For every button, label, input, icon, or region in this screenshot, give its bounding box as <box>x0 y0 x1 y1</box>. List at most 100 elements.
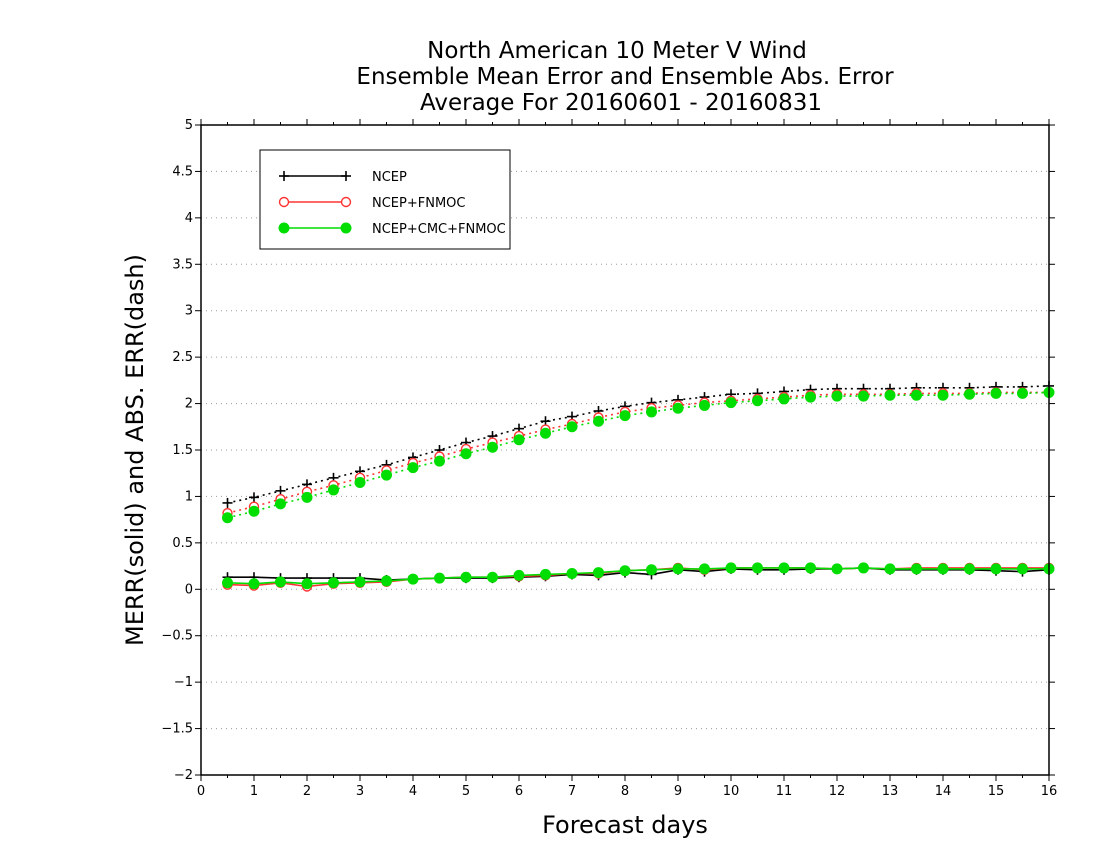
series-ncep-cmc-fnmoc-abs-err-point <box>964 388 975 400</box>
series-ncep-cmc-fnmoc-abs-err-point <box>328 484 339 496</box>
y-tick-label: −1.5 <box>161 722 193 737</box>
x-tick-label: 4 <box>409 784 417 799</box>
series-layer <box>222 380 1055 592</box>
x-tick-label: 9 <box>674 784 682 799</box>
y-tick-label: 0.5 <box>172 536 193 551</box>
y-tick-label: 5 <box>185 118 193 133</box>
x-tick-label: 8 <box>621 784 629 799</box>
series-ncep-cmc-fnmoc-abs-err-point <box>301 491 313 503</box>
series-ncep-cmc-fnmoc-merr-point <box>328 577 339 589</box>
series-ncep-cmc-fnmoc-merr-point <box>752 562 763 574</box>
chart-title-line-2: Ensemble Mean Error and Ensemble Abs. Er… <box>356 64 894 90</box>
y-tick-label: 4.5 <box>172 164 193 179</box>
y-tick-label: −0.5 <box>161 629 193 644</box>
series-ncep-cmc-fnmoc-merr-point <box>646 564 657 576</box>
series-ncep-abs-err-point <box>222 497 233 508</box>
series-ncep-cmc-fnmoc-merr-point <box>354 576 366 588</box>
series-ncep-cmc-fnmoc-merr-point <box>990 563 1002 575</box>
series-ncep-cmc-fnmoc-abs-err-point <box>407 462 419 474</box>
series-ncep-cmc-fnmoc-abs-err-point <box>725 397 737 409</box>
series-ncep-cmc-fnmoc-merr-point <box>222 577 233 589</box>
x-tick-label: 6 <box>515 784 523 799</box>
legend-label: NCEP+FNMOC <box>372 196 465 211</box>
series-ncep-cmc-fnmoc-merr-point <box>1017 563 1028 575</box>
legend-box <box>259 149 511 250</box>
legend-marker <box>340 222 352 234</box>
x-tick-label: 11 <box>776 784 793 799</box>
y-tick-label: 0 <box>185 582 193 597</box>
series-ncep-cmc-fnmoc-abs-err-point <box>990 387 1002 399</box>
x-tick-label: 14 <box>935 784 952 799</box>
series-ncep-cmc-fnmoc-abs-err-point <box>354 477 366 488</box>
y-tick-label: 3.5 <box>172 257 193 272</box>
chart-title-line-3: Average For 20160601 - 20160831 <box>420 90 822 116</box>
series-ncep-cmc-fnmoc-merr-point <box>301 578 313 590</box>
series-ncep-cmc-fnmoc-abs-err-point <box>434 455 445 467</box>
x-tick-label: 0 <box>197 784 205 799</box>
series-ncep-fnmoc-abs-err-line <box>227 391 1049 514</box>
x-tick-label: 13 <box>882 784 899 799</box>
y-tick-label: 2.5 <box>172 350 193 365</box>
y-tick-label: 1 <box>185 489 193 504</box>
legend-item-ncep: NCEP <box>279 170 407 185</box>
series-ncep-cmc-fnmoc-abs-err-point <box>566 421 578 433</box>
series-ncep-cmc-fnmoc-abs-err-point <box>1017 387 1028 399</box>
series-ncep-cmc-fnmoc-merr-point <box>593 567 604 579</box>
series-ncep-cmc-fnmoc-merr-point <box>248 578 260 590</box>
legend: NCEP NCEP+FNMOC NCEP+CMC+FNMOC <box>259 149 511 250</box>
y-tick-label: 2 <box>185 397 193 412</box>
series-ncep-cmc-fnmoc-merr-point <box>964 563 975 575</box>
series-ncep-cmc-fnmoc-abs-err-point <box>513 434 525 446</box>
series-ncep-cmc-fnmoc-abs-err-point <box>593 415 604 427</box>
series-ncep-cmc-fnmoc-abs-err-point <box>619 410 631 422</box>
x-tick-label: 12 <box>829 784 846 799</box>
series-ncep-cmc-fnmoc-abs-err-point <box>222 512 233 524</box>
series-ncep-cmc-fnmoc-merr-point <box>460 571 472 583</box>
series-ncep-cmc-fnmoc-abs-err-point <box>248 505 260 517</box>
y-tick-label: 3 <box>185 304 193 319</box>
series-ncep-cmc-fnmoc-merr-point <box>275 576 286 588</box>
y-tick-label: 4 <box>185 211 193 226</box>
x-tick-label: 16 <box>1041 784 1058 799</box>
series-ncep-cmc-fnmoc-merr-point <box>911 563 922 575</box>
series-ncep-cmc-fnmoc-abs-err-point <box>884 389 896 401</box>
series-ncep-cmc-fnmoc-merr-point <box>540 568 551 580</box>
series-ncep-cmc-fnmoc-merr-point <box>778 562 790 574</box>
x-tick-label: 15 <box>988 784 1005 799</box>
gridlines <box>201 170 1049 730</box>
legend-marker <box>340 196 352 208</box>
series-ncep-cmc-fnmoc-merr-point <box>831 563 843 575</box>
series-ncep-cmc-fnmoc-abs-err-point <box>937 389 949 401</box>
series-ncep-cmc-fnmoc-abs-err-point <box>699 399 710 411</box>
y-tick-label: −1 <box>174 675 193 690</box>
series-ncep-cmc-fnmoc-merr-point <box>434 572 445 584</box>
y-tick-label: −2 <box>174 768 193 783</box>
chart-title-line-1: North American 10 Meter V Wind <box>427 38 807 64</box>
legend-item-ncep-fnmoc: NCEP+FNMOC <box>278 196 465 211</box>
series-ncep-cmc-fnmoc-merr-point <box>884 563 896 575</box>
series-ncep-cmc-fnmoc-merr-point <box>858 562 869 574</box>
series-ncep-cmc-fnmoc-abs-err-point <box>460 448 472 460</box>
series-ncep-cmc-fnmoc-abs-err-point <box>275 498 286 510</box>
series-ncep-cmc-fnmoc-abs-err-point <box>381 469 392 481</box>
x-tick-label: 2 <box>303 784 311 799</box>
series-ncep-cmc-fnmoc-abs-err-point <box>911 389 922 401</box>
legend-marker <box>341 171 351 181</box>
x-tick-label: 1 <box>250 784 258 799</box>
axis-ticks: −2−1.5−1−0.500.511.522.533.544.550 1 2 3 4 5 6… <box>161 118 1057 799</box>
legend-label: NCEP+CMC+FNMOC <box>372 222 506 237</box>
x-tick-label: 10 <box>723 784 740 799</box>
series-ncep-cmc-fnmoc-abs-err-point <box>646 406 657 418</box>
series-ncep-abs-err-point <box>249 492 259 503</box>
series-ncep-cmc-fnmoc-merr-point <box>937 563 949 575</box>
series-ncep-cmc-fnmoc-abs-err-point <box>831 390 843 402</box>
series-ncep-cmc-fnmoc-abs-err-point <box>778 393 790 405</box>
series-ncep-cmc-fnmoc-merr-point <box>699 563 710 575</box>
x-axis-title: Forecast days <box>542 811 708 839</box>
series-ncep-cmc-fnmoc-abs-err-point <box>487 441 498 453</box>
series-ncep-cmc-fnmoc-abs-err-point <box>805 391 816 403</box>
legend-marker <box>278 196 290 208</box>
legend-label: NCEP <box>372 170 407 185</box>
